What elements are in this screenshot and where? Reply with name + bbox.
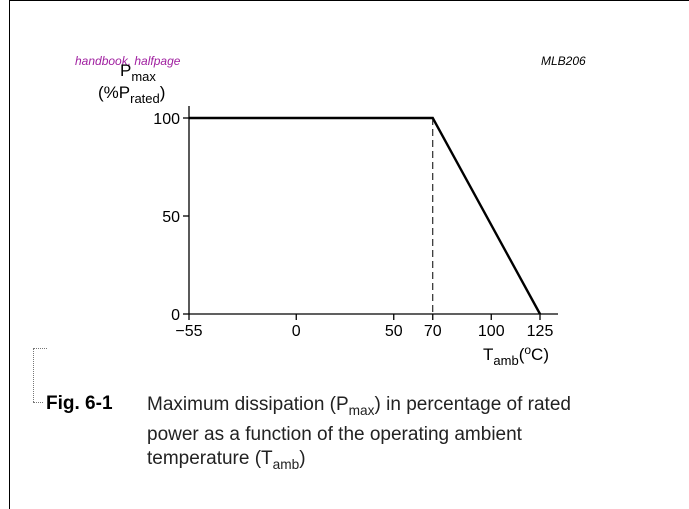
caption-line-1: Maximum dissipation (Pmax) in percentage…	[147, 394, 571, 418]
y-axis-unit: (%Prated)	[98, 83, 165, 106]
figure-label: Fig. 6-1	[46, 393, 113, 414]
x-tick-label: 50	[385, 323, 403, 340]
y-tick-label: 0	[171, 307, 180, 324]
series-group	[189, 116, 542, 315]
y-tick-label: 50	[162, 209, 180, 226]
x-tick-label: 0	[292, 323, 301, 340]
derating-curve	[189, 116, 542, 315]
y-ticks: 0 50 100	[153, 111, 189, 324]
caption-bracket	[33, 348, 34, 402]
x-tick-label: 100	[478, 323, 505, 340]
caption-bracket-top	[33, 348, 47, 349]
caption-line-2: power as a function of the operating amb…	[147, 423, 522, 445]
frame-left-border	[9, 0, 10, 509]
figure-caption: Maximum dissipation (Pmax) in percentage…	[147, 393, 647, 477]
x-tick-label: 125	[527, 323, 554, 340]
frame-top-border	[9, 0, 689, 1]
x-axis-label: Tamb(oC)	[483, 343, 549, 368]
y-tick-label: 100	[153, 111, 180, 128]
x-ticks: −55 0 50 70 100 125	[175, 314, 553, 340]
handbook-tag: handbook, halfpage	[75, 54, 181, 68]
caption-line-3: temperature (Tamb)	[147, 447, 306, 472]
caption-bracket-bottom	[33, 402, 43, 403]
x-tick-label: 70	[424, 323, 442, 340]
x-tick-label: −55	[175, 323, 202, 340]
y-axis-label: Pmax	[120, 61, 156, 84]
figure-code: MLB206	[541, 54, 586, 68]
